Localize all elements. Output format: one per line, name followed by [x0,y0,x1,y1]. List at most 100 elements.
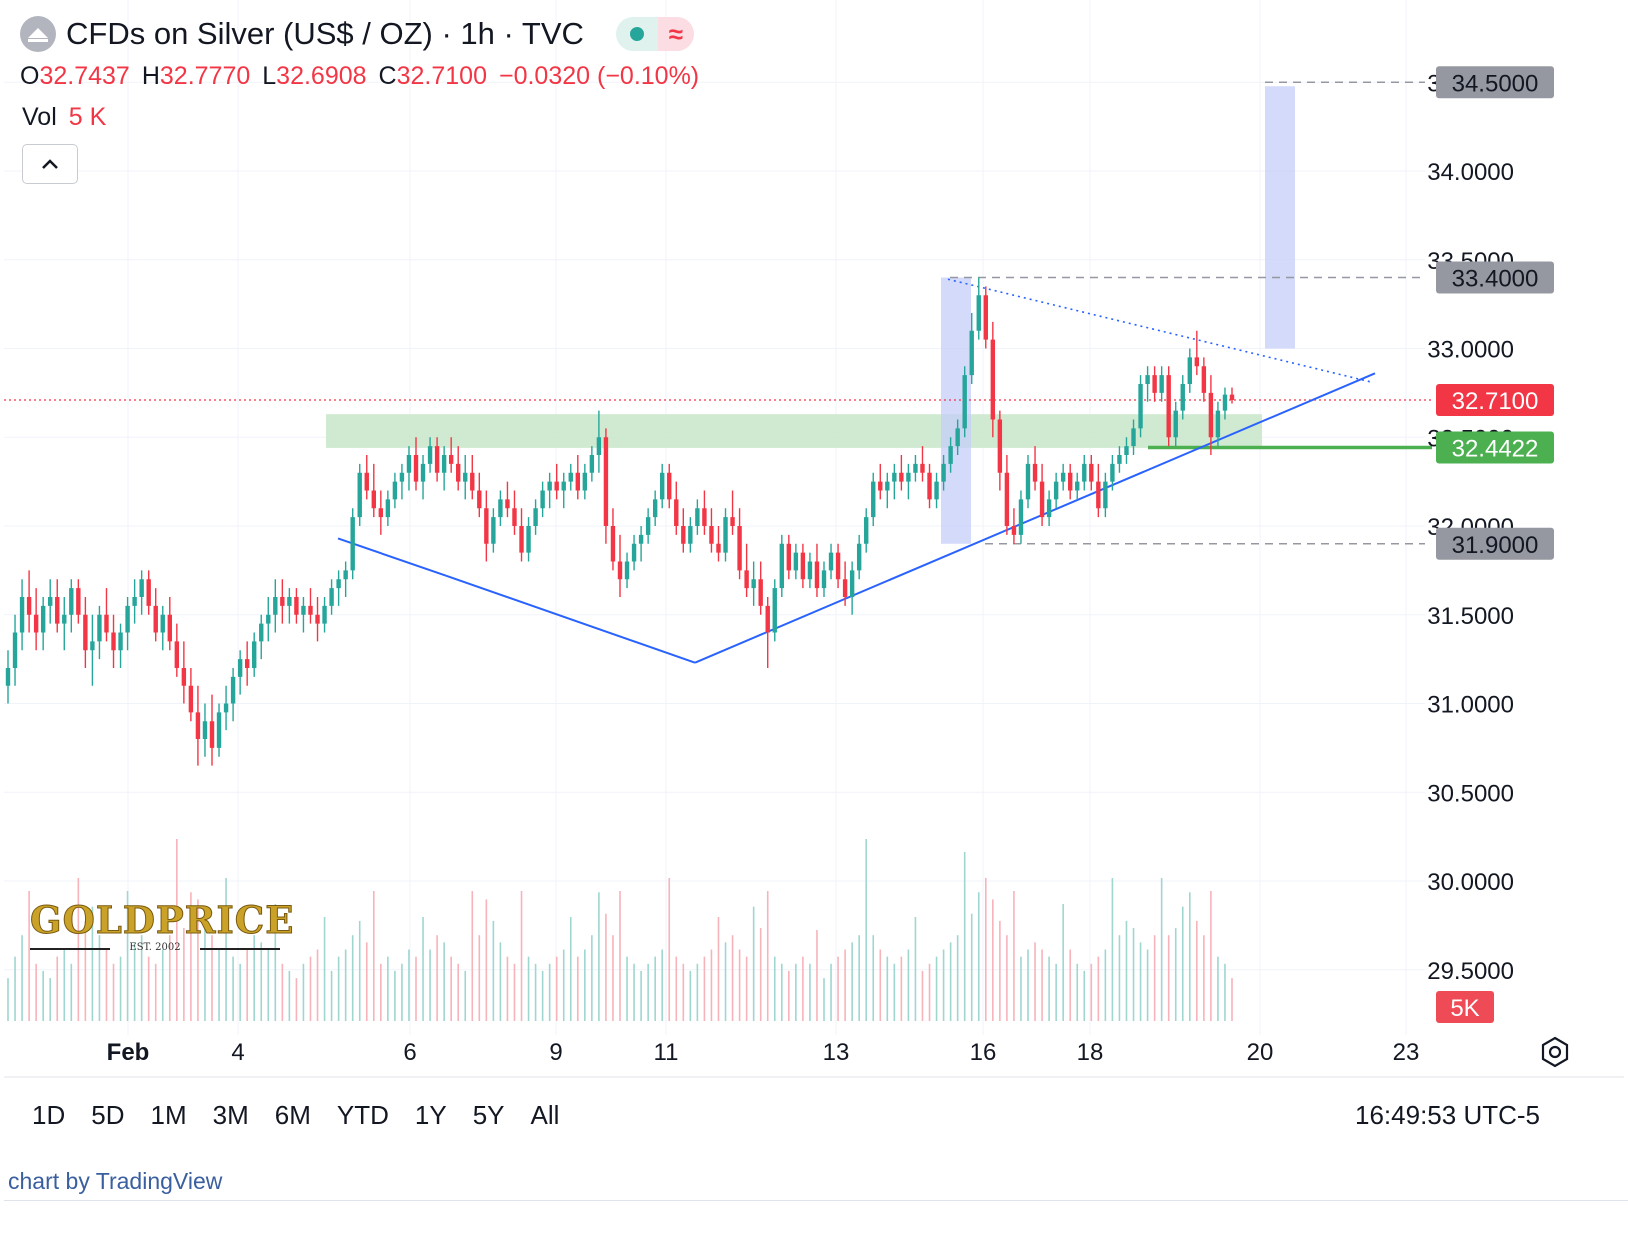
goldprice-logo: GOLDPRICE EST. 2002 [30,900,294,954]
volume-bar [394,970,396,1021]
volume-bar [584,949,586,1021]
volume-bar [443,942,445,1021]
candle-body [744,570,749,589]
candle-body [814,561,820,589]
volume-bar [816,930,818,1021]
candle-body [139,579,144,597]
candle-body [280,597,285,606]
range-1m-button[interactable]: 1M [150,1100,187,1130]
volume-bar [788,970,790,1021]
tradingview-credit-link[interactable]: chart by TradingView [8,1168,223,1194]
range-6m-button[interactable]: 6M [274,1100,311,1130]
low-label: L [262,62,277,90]
volume-bar [351,935,354,1021]
candle-body [470,472,475,491]
volume-bar [140,935,143,1021]
volume-bar [724,942,727,1021]
volume-last-box [1436,991,1494,1023]
candle-body [941,463,946,482]
candle-body [505,499,510,509]
volume-bar [872,935,875,1021]
volume-bar [1224,963,1226,1021]
symbol-title[interactable]: CFDs on Silver (US$ / OZ) · 1h · TVC [66,16,584,51]
candle-body [378,508,384,518]
volume-bar [569,917,572,1021]
trendline-descending-a [337,537,447,577]
volume-bar [900,956,903,1021]
candle-body [652,499,658,518]
candle-body [40,605,46,633]
candle-body [617,561,623,580]
volume-bar [696,963,699,1021]
collapse-legend-button[interactable] [22,144,78,184]
timezone-clock[interactable]: 16:49:53 UTC-5 [1355,1100,1540,1130]
volume-bar [844,949,846,1021]
candle-body [512,508,517,526]
candle-body [315,614,320,624]
volume-bar [204,920,206,1021]
candle-body [934,481,939,500]
range-1y-button[interactable]: 1Y [414,1100,447,1130]
candle-body [1208,392,1214,438]
volume-bar [91,906,94,1021]
candle-body [709,526,714,544]
candle-body [1131,428,1136,447]
volume-bar [56,956,59,1021]
range-all-button[interactable]: All [530,1100,560,1130]
candle-body [266,614,271,624]
candle-body [800,552,806,580]
candle-body [132,597,137,606]
candle-body [167,614,172,642]
candle-body [786,543,792,571]
gear-icon[interactable] [1538,1035,1572,1069]
volume-bar [576,956,579,1021]
range-5d-button[interactable]: 5D [91,1100,125,1130]
volume-bar [1055,963,1057,1021]
ohlc-legend: O32.7437 H32.7770 L32.6908 C32.7100 −0.0320 … [20,62,711,91]
volume-bar [851,942,853,1021]
candle-body [807,561,813,580]
candle-body [406,455,412,473]
range-5y-button[interactable]: 5Y [472,1100,505,1130]
x-tick-label: 9 [549,1039,562,1066]
candle-body [1117,455,1122,464]
volume-bar [668,878,671,1021]
range-ytd-button[interactable]: YTD [336,1100,389,1130]
volume-bar [7,978,9,1021]
range-3m-button[interactable]: 3M [212,1100,249,1130]
y-tick-label: 31.0000 [1427,692,1514,719]
volume-bar [1146,949,1149,1021]
candle-body [1082,463,1087,482]
volume-bar [1118,935,1121,1021]
candle-body [12,632,18,668]
volume-bar [1097,956,1100,1021]
x-tick-label: 11 [654,1039,679,1066]
volume-bar [1181,906,1184,1021]
volume-bar [1027,949,1029,1021]
candle-body [631,543,637,562]
volume-bar [478,935,481,1021]
market-open-dot-icon [629,27,644,41]
candle-body [434,446,440,473]
volume-bar [239,963,241,1021]
volume-bar [1111,878,1114,1021]
candle-body [892,472,897,482]
market-status[interactable]: ≈ [615,17,694,51]
price-label-0-box [1436,66,1554,99]
volume-bar [105,949,108,1021]
volume-bar [309,956,312,1021]
volume-bar [485,899,488,1021]
range-1d-button[interactable]: 1D [32,1100,66,1130]
candle-body [1060,472,1066,482]
volume-bar [415,956,417,1021]
candle-body [878,481,883,491]
volume-bar [1203,935,1205,1021]
candle-body [188,685,194,713]
volume-bar [253,935,256,1021]
volume-bar [598,892,600,1021]
volume-bar [914,917,917,1021]
volume-bar [147,956,150,1021]
price-chart[interactable]: 34.500034.000033.500033.000032.500032.00… [0,0,1628,1090]
candle-body [1215,410,1221,438]
candle-body [399,472,405,482]
